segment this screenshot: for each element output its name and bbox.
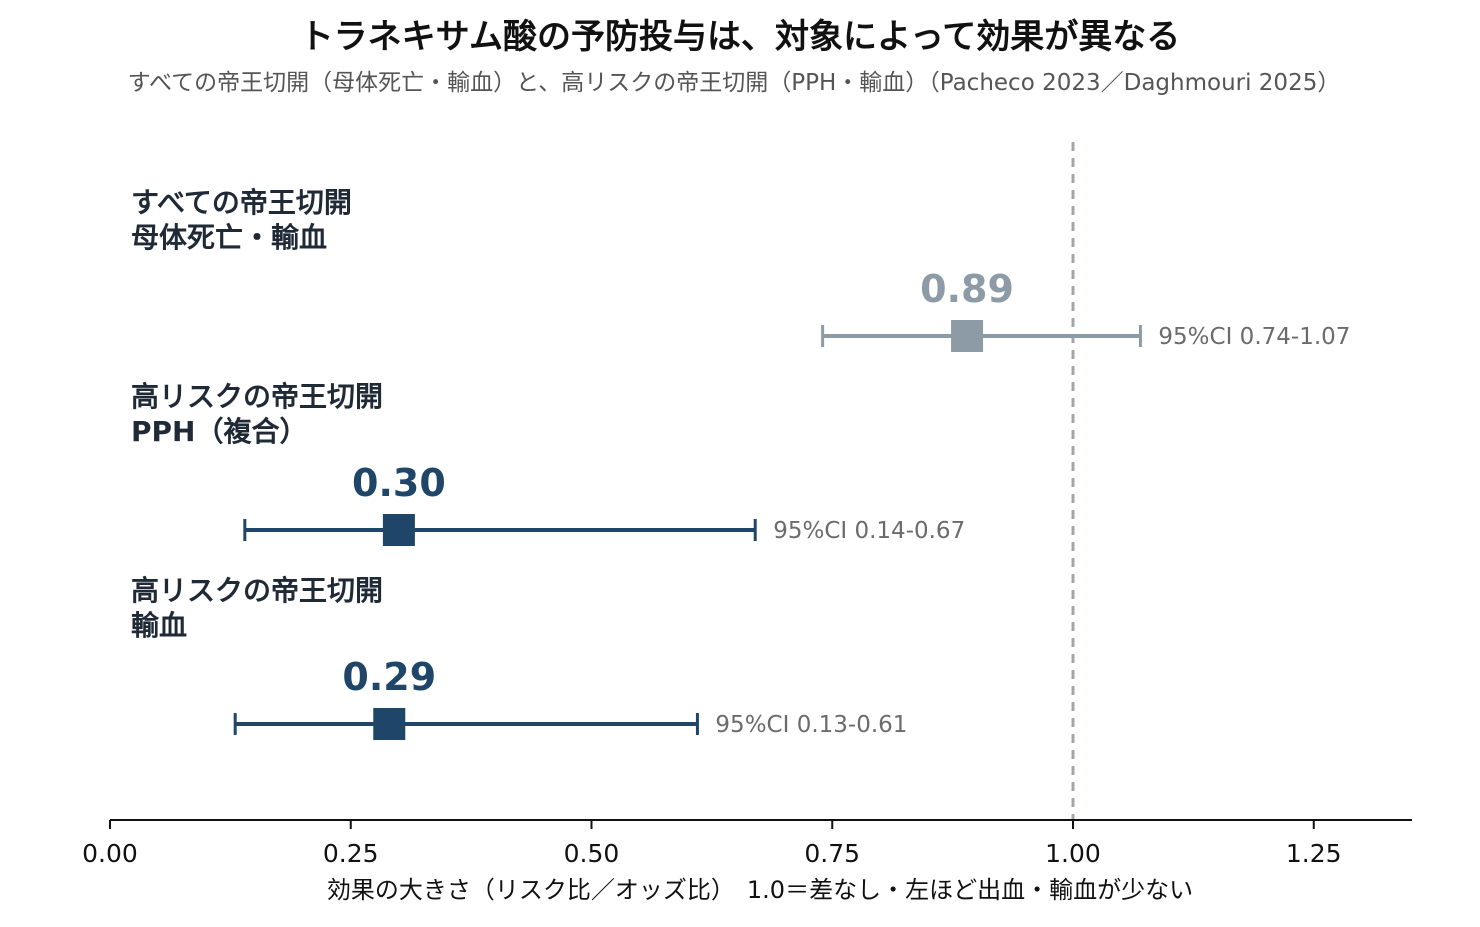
row-label-0-1: 母体死亡・輸血: [131, 221, 327, 254]
row-label-0-0: すべての帝王切開: [131, 186, 352, 219]
chart-title: トラネキサム酸の予防投与は、対象によって効果が異なる: [300, 17, 1181, 57]
point-estimate-0: [951, 320, 984, 352]
row-label-2-0: 高リスクの帝王切開: [131, 574, 383, 607]
ci-label-1: 95%CI 0.14-0.67: [773, 518, 965, 544]
point-estimate-2: [373, 708, 406, 740]
x-tick-label-5: 1.25: [1286, 839, 1342, 868]
row-label-1-0: 高リスクの帝王切開: [131, 380, 383, 413]
x-axis-ticks: 0.00 0.25 0.50 0.75 1.00 1.25: [82, 820, 1342, 868]
estimate-label-0: 0.89: [920, 267, 1014, 311]
estimate-label-1: 0.30: [352, 461, 446, 505]
row-label-1-1: PPH（複合）: [131, 415, 307, 448]
x-tick-label-2: 0.50: [564, 839, 620, 868]
ci-label-0: 95%CI 0.74-1.07: [1158, 324, 1350, 350]
chart-subtitle: すべての帝王切開（母体死亡・輸血）と、高リスクの帝王切開（PPH・輸血）（Pac…: [128, 70, 1341, 96]
x-tick-label-1: 0.25: [323, 839, 379, 868]
x-axis-label: 効果の大きさ（リスク比／オッズ比） 1.0＝差なし・左ほど出血・輸血が少ない: [327, 876, 1193, 904]
x-tick-label-4: 1.00: [1045, 839, 1101, 868]
x-tick-label-3: 0.75: [804, 839, 860, 868]
row-label-2-1: 輸血: [131, 609, 187, 642]
x-tick-label-0: 0.00: [82, 839, 138, 868]
point-estimate-1: [382, 514, 415, 546]
estimate-label-2: 0.29: [342, 655, 436, 699]
ci-label-2: 95%CI 0.13-0.61: [715, 712, 907, 738]
